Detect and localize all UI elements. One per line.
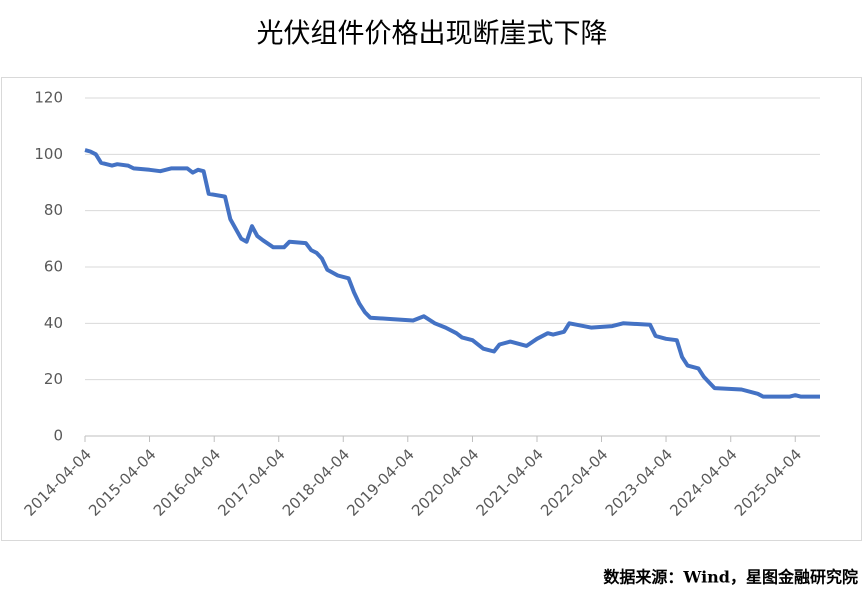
x-tick-label: 2017-04-04: [214, 445, 288, 519]
y-tick-label: 80: [44, 201, 63, 219]
x-tick-label: 2018-04-04: [279, 445, 353, 519]
x-tick-label: 2014-04-04: [21, 445, 95, 519]
y-tick-label: 60: [44, 258, 63, 276]
y-tick-label: 100: [34, 145, 63, 163]
x-tick-label: 2016-04-04: [150, 445, 224, 519]
y-tick-label: 40: [44, 314, 63, 332]
x-tick-label: 2021-04-04: [473, 445, 547, 519]
series-line: [84, 148, 820, 399]
x-tick-label: 2023-04-04: [602, 445, 676, 519]
chart-border: [1, 77, 862, 541]
x-tick-label: 2020-04-04: [408, 445, 482, 519]
chart-title: 光伏组件价格出现断崖式下降: [257, 19, 608, 50]
source-note: 数据来源：Wind，星图金融研究院: [603, 568, 858, 587]
y-tick-label: 120: [34, 89, 63, 107]
x-tick-label: 2024-04-04: [666, 445, 740, 519]
x-tick-label: 2022-04-04: [537, 445, 611, 519]
x-tick-label: 2015-04-04: [85, 445, 159, 519]
x-tick-label: 2025-04-04: [731, 445, 805, 519]
y-tick-label: 0: [53, 427, 63, 445]
x-tick-label: 2019-04-04: [343, 445, 417, 519]
y-tick-label: 20: [44, 370, 63, 388]
